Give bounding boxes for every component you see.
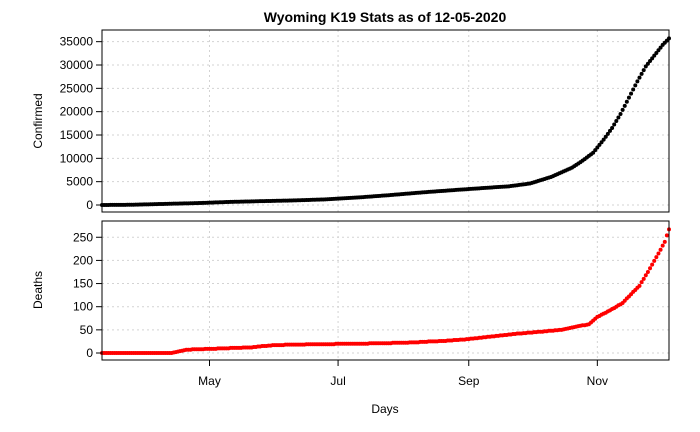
data-point	[654, 255, 659, 260]
data-point	[648, 266, 653, 271]
confirmed-series	[100, 36, 671, 207]
y-tick-label: 20000	[60, 105, 94, 119]
data-point	[622, 103, 627, 108]
data-point	[648, 59, 653, 64]
data-point	[633, 83, 638, 88]
y-tick-label: 100	[73, 300, 93, 314]
y-tick-label: 5000	[66, 175, 93, 189]
confirmed-panel: 0 5000 10000 15000 20000 25000 30000 35000 Conf…	[31, 29, 671, 213]
data-point	[654, 50, 659, 55]
data-point	[635, 79, 640, 84]
deaths-plot-frame	[101, 220, 670, 361]
y-tick-label: 35000	[60, 35, 94, 49]
data-point	[610, 126, 615, 130]
data-point	[639, 280, 644, 285]
deaths-y-axis-label: Deaths	[31, 271, 45, 309]
data-point	[645, 269, 650, 274]
x-axis-label: Days	[371, 402, 398, 416]
data-point	[652, 258, 657, 263]
y-tick-label: 150	[73, 277, 93, 291]
data-point	[626, 95, 631, 100]
deaths-y-axis: 0 50 100 150 200 250	[73, 230, 102, 360]
y-tick-label: 250	[73, 230, 93, 244]
data-point	[607, 128, 612, 133]
data-point	[664, 233, 669, 238]
data-point	[645, 61, 650, 66]
data-point	[637, 283, 642, 288]
data-point	[662, 239, 667, 244]
data-point	[631, 87, 636, 92]
x-tick-label: May	[198, 374, 221, 388]
confirmed-grid	[102, 30, 669, 212]
data-point	[641, 276, 646, 281]
data-point	[656, 48, 661, 53]
y-tick-label: 10000	[60, 151, 94, 165]
data-point	[603, 134, 608, 139]
data-point	[612, 122, 617, 127]
data-point	[650, 56, 655, 61]
deaths-series	[100, 227, 671, 355]
data-point	[601, 137, 606, 142]
y-tick-label: 15000	[60, 128, 94, 142]
data-point	[620, 107, 625, 112]
data-point	[656, 251, 661, 256]
data-point	[639, 71, 644, 76]
y-tick-label: 25000	[60, 81, 94, 95]
y-tick-label: 200	[73, 253, 93, 267]
x-tick-label: Jul	[330, 374, 345, 388]
chart-title: Wyoming K19 Stats as of 12-05-2020	[264, 9, 507, 25]
data-point	[629, 91, 634, 96]
deaths-panel: 0 50 100 150 200 250 Deaths	[31, 220, 671, 361]
data-point	[652, 53, 657, 58]
data-point	[660, 243, 665, 248]
data-point	[616, 115, 621, 120]
x-axis: May Jul Sep Nov	[198, 360, 608, 388]
data-point	[637, 75, 642, 80]
data-point	[650, 262, 655, 267]
confirmed-y-axis-label: Confirmed	[31, 93, 45, 148]
data-point	[658, 45, 663, 50]
x-tick-label: Sep	[458, 374, 480, 388]
data-point	[614, 119, 619, 123]
y-tick-label: 50	[80, 323, 94, 337]
data-point	[618, 112, 623, 116]
x-tick-label: Nov	[587, 374, 608, 388]
data-point	[643, 273, 648, 278]
y-tick-label: 30000	[60, 58, 94, 72]
data-point	[641, 68, 646, 73]
y-tick-label: 0	[86, 198, 93, 212]
data-point	[624, 99, 629, 104]
y-tick-label: 0	[86, 346, 93, 360]
deaths-grid	[102, 221, 669, 360]
confirmed-plot-frame	[101, 29, 670, 213]
confirmed-y-axis: 0 5000 10000 15000 20000 25000 30000 35000	[60, 35, 102, 212]
data-point	[605, 131, 610, 136]
data-point	[643, 64, 648, 69]
data-point	[658, 247, 663, 252]
